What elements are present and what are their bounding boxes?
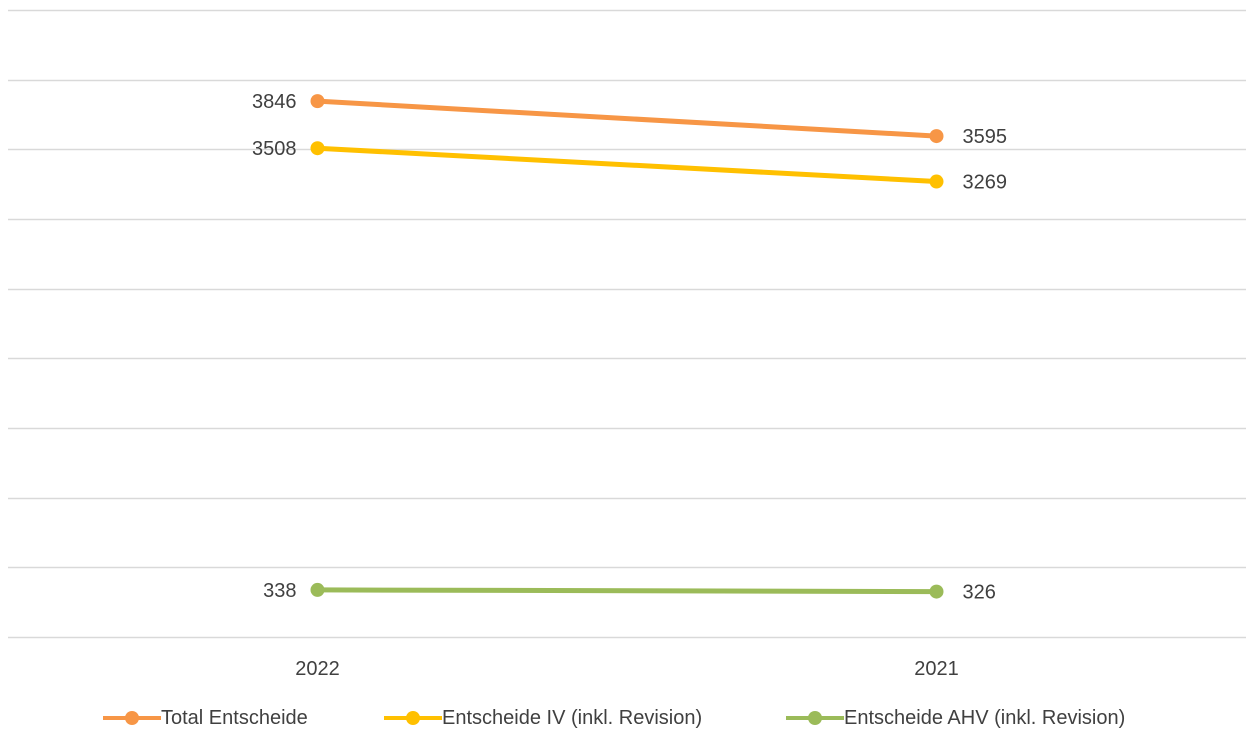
x-tick-label: 2021 xyxy=(914,658,959,680)
data-point xyxy=(310,141,325,156)
legend-marker-iv xyxy=(406,711,420,725)
data-point xyxy=(929,174,944,189)
data-label: 3595 xyxy=(963,126,1008,148)
legend-marker-ahv xyxy=(808,711,822,725)
data-label: 326 xyxy=(963,582,996,604)
legend-swatch-total xyxy=(103,703,161,733)
data-label: 3508 xyxy=(252,138,297,160)
legend-swatch-iv xyxy=(384,703,442,733)
series-points xyxy=(310,94,944,599)
data-point xyxy=(310,94,325,109)
data-label: 3846 xyxy=(252,91,297,113)
data-label: 3269 xyxy=(963,172,1008,194)
legend-item-iv: Entscheide IV (inkl. Revision) xyxy=(384,703,702,733)
legend-swatch-ahv xyxy=(786,703,844,733)
gridlines xyxy=(8,9,1246,639)
series-line xyxy=(315,145,939,185)
data-point xyxy=(929,584,944,599)
legend-label-iv: Entscheide IV (inkl. Revision) xyxy=(442,706,703,729)
legend-item-total: Total Entscheide xyxy=(103,703,308,733)
series-line xyxy=(315,98,939,139)
x-tick-label: 2022 xyxy=(295,658,340,680)
series-lines xyxy=(315,98,939,595)
x-axis-tick-labels: 2022 2021 xyxy=(295,658,959,680)
data-point xyxy=(310,582,325,597)
legend-marker-total xyxy=(125,711,139,725)
data-label: 338 xyxy=(263,580,296,602)
data-point xyxy=(929,129,944,144)
series-line xyxy=(315,587,939,595)
legend: Total Entscheide Entscheide IV (inkl. Re… xyxy=(0,703,1253,733)
legend-item-ahv: Entscheide AHV (inkl. Revision) xyxy=(786,703,1125,733)
legend-label-total: Total Entscheide xyxy=(161,706,308,729)
legend-label-ahv: Entscheide AHV (inkl. Revision) xyxy=(844,706,1126,729)
data-labels: 3846 3595 3508 3269 338 326 xyxy=(252,91,1007,603)
